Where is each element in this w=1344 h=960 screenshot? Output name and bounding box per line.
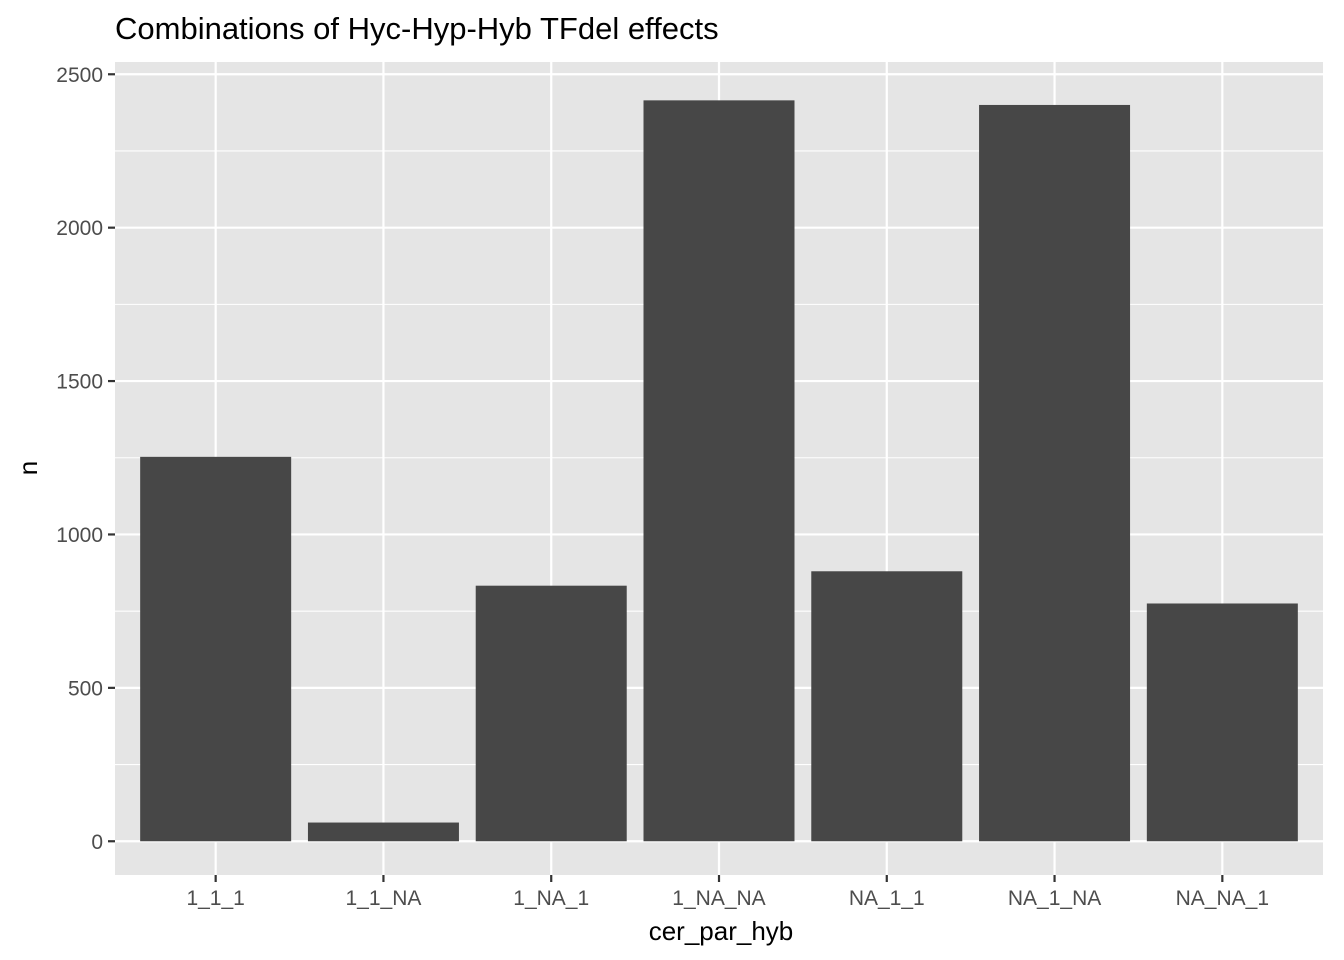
bar-1_1_1 (140, 456, 292, 842)
x-tick-label: 1_NA_NA (672, 887, 765, 910)
x-tick-label: 1_1_1 (186, 887, 244, 910)
x-tick-label: NA_1_NA (1008, 887, 1101, 910)
y-tick-label: 1500 (56, 371, 103, 394)
bar-NA_NA_1 (1146, 603, 1298, 842)
y-tick-label: 1000 (56, 524, 103, 547)
x-tick-label: NA_NA_1 (1176, 887, 1269, 910)
bar-NA_1_NA (979, 104, 1131, 842)
y-axis-title: n (13, 461, 43, 475)
y-axis: 0 500 1000 1500 2000 2500 (56, 64, 115, 854)
x-tick-label: 1_1_NA (345, 887, 421, 910)
bars (140, 100, 1298, 842)
bar-1_NA_1 (475, 585, 627, 842)
x-tick-label: NA_1_1 (849, 887, 925, 910)
bar-1_NA_NA (643, 100, 795, 842)
chart-title: Combinations of Hyc-Hyp-Hyb TFdel effect… (115, 11, 719, 46)
y-tick-label: 500 (68, 677, 103, 700)
x-axis-title: cer_par_hyb (649, 916, 794, 946)
bar-NA_1_1 (811, 571, 963, 842)
y-tick-label: 0 (91, 831, 103, 854)
x-axis: 1_1_1 1_1_NA 1_NA_1 1_NA_NA NA_1_1 NA_1_NA NA_… (186, 875, 1269, 910)
bar-1_1_NA (307, 822, 459, 842)
y-tick-label: 2000 (56, 217, 103, 240)
y-tick-label: 2500 (56, 64, 103, 87)
x-tick-label: 1_NA_1 (513, 887, 589, 910)
